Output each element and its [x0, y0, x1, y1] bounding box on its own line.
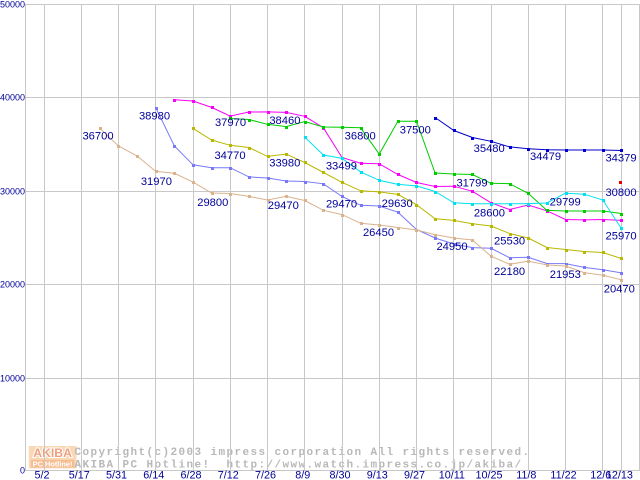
svg-text:31970: 31970	[141, 176, 172, 188]
svg-text:5/31: 5/31	[106, 470, 127, 480]
svg-text:PC Hotline!: PC Hotline!	[33, 459, 73, 468]
svg-text:34379: 34379	[605, 153, 636, 165]
svg-text:12/6: 12/6	[590, 470, 611, 480]
svg-text:5/17: 5/17	[69, 470, 90, 480]
svg-text:34770: 34770	[214, 150, 245, 162]
svg-text:9/27: 9/27	[404, 470, 425, 480]
svg-text:21953: 21953	[550, 269, 581, 281]
svg-text:37970: 37970	[215, 117, 246, 129]
svg-text:29470: 29470	[268, 200, 299, 212]
svg-text:6/28: 6/28	[180, 470, 201, 480]
svg-text:40000: 40000	[0, 92, 25, 102]
svg-text:10/11: 10/11	[439, 470, 465, 480]
svg-text:29630: 29630	[382, 198, 413, 210]
svg-text:10000: 10000	[0, 374, 25, 384]
svg-text:28600: 28600	[474, 207, 505, 219]
svg-text:8/9: 8/9	[295, 470, 310, 480]
svg-text:37500: 37500	[400, 124, 431, 136]
svg-text:29470: 29470	[326, 198, 357, 210]
svg-text:24950: 24950	[436, 241, 467, 253]
svg-text:5/2: 5/2	[34, 470, 49, 480]
svg-text:35480: 35480	[474, 143, 505, 155]
svg-text:8/30: 8/30	[329, 470, 350, 480]
svg-text:38460: 38460	[269, 115, 300, 127]
svg-text:0: 0	[20, 465, 25, 475]
svg-text:AKIBA PC Hotline! http://www.: AKIBA PC Hotline! http://www.watch.impre…	[75, 459, 523, 471]
svg-text:7/26: 7/26	[255, 470, 276, 480]
svg-text:25970: 25970	[606, 231, 637, 243]
svg-text:AKIBA: AKIBA	[33, 446, 72, 460]
svg-text:34479: 34479	[530, 151, 561, 163]
svg-text:11/8: 11/8	[516, 470, 536, 480]
svg-text:22180: 22180	[494, 266, 525, 278]
svg-text:25530: 25530	[494, 236, 525, 248]
svg-text:26450: 26450	[363, 227, 394, 239]
svg-text:11/22: 11/22	[550, 470, 576, 480]
svg-text:6/14: 6/14	[143, 470, 164, 480]
svg-text:29800: 29800	[197, 197, 228, 209]
svg-text:10/25: 10/25	[475, 470, 502, 480]
svg-text:30000: 30000	[0, 186, 25, 196]
svg-text:33499: 33499	[326, 161, 357, 173]
svg-text:36700: 36700	[82, 130, 113, 142]
svg-text:30800: 30800	[605, 187, 636, 199]
svg-text:33980: 33980	[269, 158, 300, 170]
svg-text:36800: 36800	[345, 131, 376, 143]
svg-text:29799: 29799	[550, 196, 581, 208]
svg-text:50000: 50000	[0, 0, 25, 9]
svg-text:9/13: 9/13	[367, 470, 388, 480]
svg-text:38980: 38980	[139, 111, 170, 123]
svg-text:7/12: 7/12	[218, 470, 239, 480]
svg-text:20470: 20470	[604, 284, 635, 296]
svg-text:20000: 20000	[0, 280, 25, 290]
svg-text:Copyright(c)2003 impress corpo: Copyright(c)2003 impress corporation All…	[75, 447, 531, 459]
svg-text:31799: 31799	[456, 178, 487, 190]
svg-text:12/13: 12/13	[606, 470, 633, 480]
